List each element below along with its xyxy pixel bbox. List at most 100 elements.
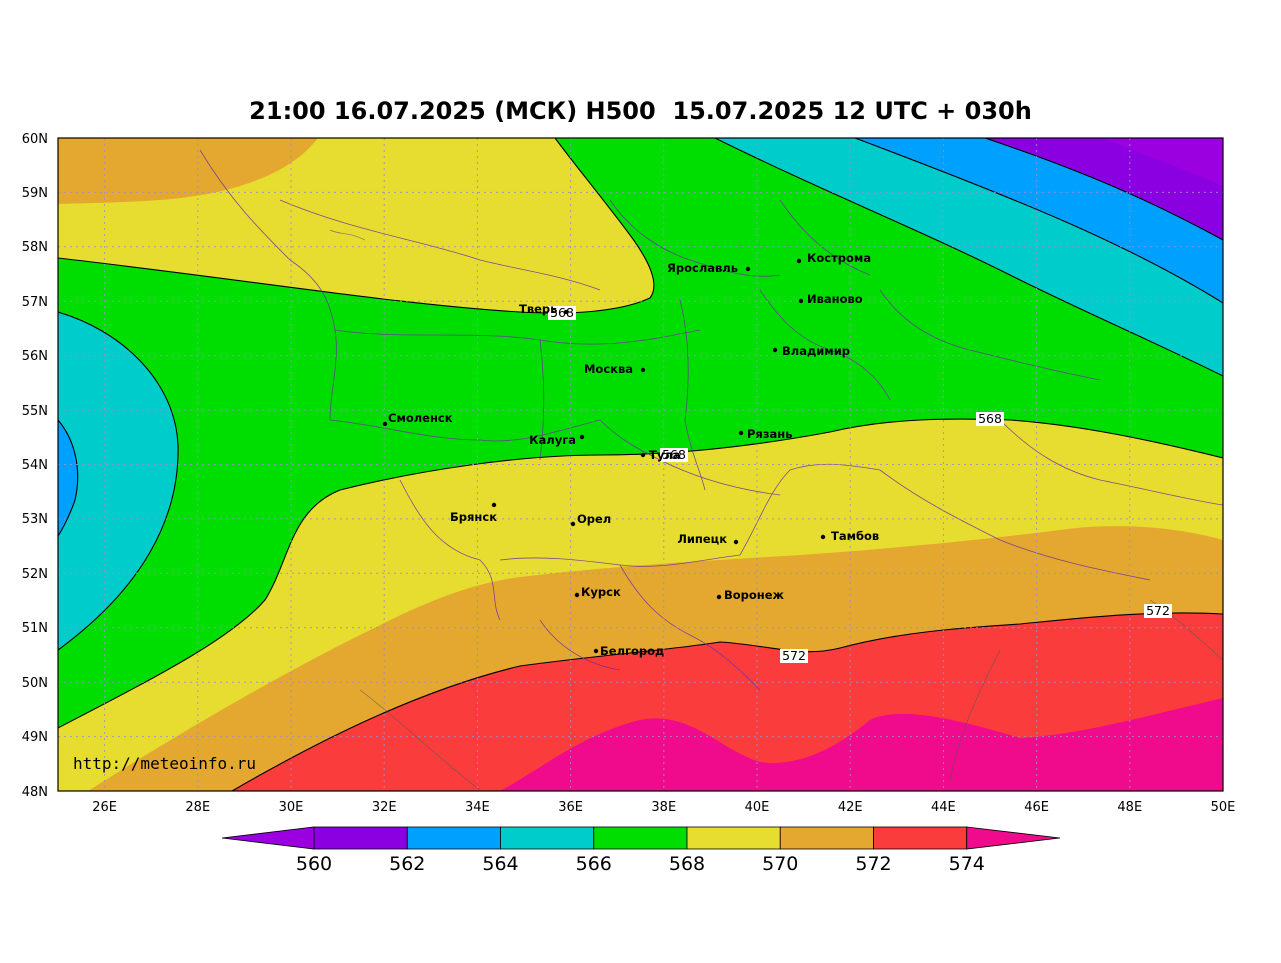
contour-label: 572 — [1146, 603, 1170, 618]
city-dot — [593, 648, 599, 654]
colorbar-segment — [406, 826, 501, 850]
city-label: Белгород — [600, 644, 664, 658]
city-label: Смоленск — [388, 411, 453, 425]
city-label: Владимир — [782, 344, 850, 358]
colorbar-segment — [500, 826, 595, 850]
contour-lines — [58, 138, 1223, 791]
contour-label: 568 — [978, 411, 1002, 426]
band-562-564-west — [58, 420, 78, 536]
city-dot — [738, 430, 744, 436]
city-dot — [382, 421, 388, 427]
colorbar: 560 562 564 566 568 570 572 574 — [221, 826, 1061, 875]
city-dot — [820, 534, 826, 540]
band-above-574-south — [500, 698, 1223, 791]
lat-tick-label: 48N — [22, 785, 48, 800]
city-label: Брянск — [450, 510, 497, 524]
region-borders — [199, 149, 1223, 691]
lat-tick-label: 52N — [22, 567, 48, 582]
band-560-562-ne — [985, 138, 1223, 240]
colorbar-high-extend — [966, 826, 1061, 850]
lat-tick-label: 49N — [22, 730, 48, 745]
band-570-572-nw — [58, 138, 318, 204]
lat-tick-label: 58N — [22, 240, 48, 255]
city-dot — [640, 367, 646, 373]
city-dot — [570, 521, 576, 527]
lon-tick-label: 26E — [92, 800, 117, 815]
lat-tick-label: 60N — [22, 132, 48, 147]
lon-tick-label: 44E — [931, 800, 956, 815]
lon-tick-label: 36E — [558, 800, 583, 815]
city-dot — [640, 452, 646, 458]
city-label: Ярославль — [667, 261, 738, 275]
gridlines — [58, 138, 1223, 791]
band-564-566-west — [58, 312, 179, 650]
map-field: 568 568 568 572 572 Кострома Ярославль И… — [58, 138, 1223, 791]
colorbar-segment — [873, 826, 968, 850]
colorbar-label: 562 — [389, 853, 425, 875]
map-title: 21:00 16.07.2025 (МСК) H500 15.07.2025 1… — [249, 97, 1032, 125]
city-label: Калуга — [529, 433, 576, 447]
contour-label: 572 — [782, 648, 806, 663]
city-label: Воронеж — [724, 588, 785, 602]
colorbar-segment — [779, 826, 874, 850]
city-label: Липецк — [677, 532, 727, 546]
colorbar-label: 568 — [669, 853, 705, 875]
lat-tick-label: 50N — [22, 676, 48, 691]
city-label: Тамбов — [831, 529, 879, 543]
colorbar-segment — [313, 826, 408, 850]
band-below-560-ne — [1100, 138, 1223, 186]
city-dot — [716, 594, 722, 600]
city-dot — [733, 539, 739, 545]
credit-url: http://meteoinfo.ru — [73, 754, 256, 773]
lat-tick-label: 55N — [22, 404, 48, 419]
longitude-axis: 26E 28E 30E 32E 34E 36E 38E 40E 42E 44E … — [92, 800, 1235, 815]
colorbar-segment — [593, 826, 688, 850]
lat-tick-label: 53N — [22, 512, 48, 527]
lon-tick-label: 34E — [465, 800, 490, 815]
lon-tick-label: 30E — [279, 800, 304, 815]
colorbar-label: 570 — [762, 853, 798, 875]
lat-tick-label: 54N — [22, 458, 48, 473]
city-dot — [563, 309, 569, 315]
city-dot — [796, 258, 802, 264]
lon-tick-label: 28E — [185, 800, 210, 815]
city-label: Москва — [584, 362, 633, 376]
city-dot — [574, 592, 580, 598]
city-label: Кострома — [807, 251, 871, 265]
city-dot — [798, 298, 804, 304]
lon-tick-label: 50E — [1211, 800, 1236, 815]
contour-label: 568 — [662, 447, 686, 462]
city-markers: Кострома Ярославль Иваново Тверь Владими… — [382, 251, 879, 658]
city-dot — [491, 502, 497, 508]
lon-tick-label: 32E — [372, 800, 397, 815]
contour-label: 568 — [550, 305, 574, 320]
colorbar-label: 560 — [296, 853, 332, 875]
lat-tick-label: 59N — [22, 186, 48, 201]
colorbar-label: 574 — [949, 853, 985, 875]
city-label: Орел — [577, 512, 611, 526]
lon-tick-label: 48E — [1117, 800, 1142, 815]
colorbar-label: 572 — [855, 853, 891, 875]
colorbar-low-extend — [221, 826, 315, 850]
lon-tick-label: 46E — [1024, 800, 1049, 815]
city-dot — [745, 266, 751, 272]
colorbar-label: 566 — [576, 853, 612, 875]
contour-label-group: 568 568 568 572 572 — [548, 305, 1172, 663]
lat-tick-label: 57N — [22, 295, 48, 310]
lon-tick-label: 38E — [651, 800, 676, 815]
city-label: Тула — [649, 448, 681, 462]
city-label: Курск — [581, 585, 621, 599]
city-dot — [579, 434, 585, 440]
city-label: Рязань — [747, 427, 792, 441]
latitude-axis: 60N 59N 58N 57N 56N 55N 54N 53N 52N 51N … — [22, 132, 48, 800]
lon-tick-label: 40E — [745, 800, 770, 815]
city-label: Иваново — [807, 292, 863, 306]
city-label: Тверь — [519, 302, 557, 316]
lat-tick-label: 51N — [22, 621, 48, 636]
colorbar-label: 564 — [482, 853, 518, 875]
lat-tick-label: 56N — [22, 349, 48, 364]
colorbar-segment — [686, 826, 781, 850]
map-frame — [57, 137, 1224, 792]
lon-tick-label: 42E — [838, 800, 863, 815]
